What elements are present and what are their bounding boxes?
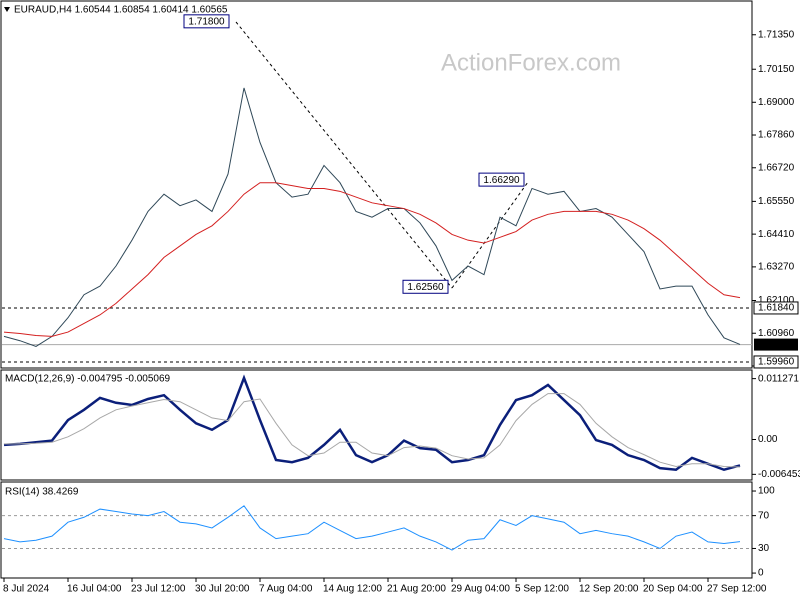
current-price-box [754, 338, 798, 351]
rsi-panel [0, 481, 753, 579]
x-tick-label: 27 Sep 12:00 [707, 584, 767, 595]
y-tick-label: 0.011271 [758, 373, 799, 384]
x-tick-label: 14 Aug 12:00 [323, 584, 382, 595]
x-tick-label: 16 Jul 04:00 [67, 584, 122, 595]
y-tick-label: 1.70150 [758, 64, 795, 75]
y-tick-label: 1.63270 [758, 262, 795, 273]
y-tick-label: 70 [758, 510, 770, 521]
y-tick-label: -0.006453 [758, 469, 800, 480]
x-tick-label: 12 Sep 20:00 [579, 584, 639, 595]
series-line [3, 182, 741, 337]
x-tick-label: 20 Sep 04:00 [643, 584, 703, 595]
y-tick-label: 1.65550 [758, 196, 795, 207]
price-box [753, 355, 799, 369]
y-tick-label: 1.67860 [758, 130, 795, 141]
x-tick-label: 30 Jul 20:00 [195, 584, 250, 595]
trend-line [235, 21, 453, 289]
y-tick-label: 100 [758, 486, 775, 497]
series-line [3, 87, 741, 348]
y-tick-label: 30 [758, 543, 770, 554]
series-line [4, 393, 741, 468]
current-price-label: 1.60565 [758, 339, 795, 350]
menu-icon [4, 7, 10, 12]
y-tick-label: 1.64410 [758, 229, 795, 240]
peak-box [183, 14, 230, 29]
x-tick-label: 5 Sep 12:00 [515, 584, 569, 595]
x-tick-label: 23 Jul 12:00 [131, 584, 186, 595]
x-tick-label: 8 Jul 2024 [3, 584, 50, 595]
price-panel [0, 0, 753, 369]
y-tick-label: 1.69000 [758, 97, 795, 108]
x-tick-label: 21 Aug 20:00 [387, 584, 446, 595]
y-tick-label: 0 [758, 568, 764, 579]
macd-title: MACD(12,26,9) -0.004795 -0.005069 [5, 374, 171, 385]
y-tick-label: 1.71350 [758, 29, 795, 40]
peak-box [478, 172, 525, 187]
peak-label: 1.62560 [407, 282, 444, 293]
y-tick-label: 0.00 [758, 434, 778, 445]
macd-panel [0, 369, 753, 481]
price-box-label: 1.59960 [758, 357, 795, 368]
peak-box [402, 279, 449, 294]
peak-label: 1.71800 [188, 16, 225, 27]
price-box [753, 301, 799, 315]
x-tick-label: 7 Aug 04:00 [259, 584, 313, 595]
series-line [3, 374, 741, 472]
rsi-title: RSI(14) 38.4269 [5, 487, 79, 498]
y-tick-label: 1.60960 [758, 328, 795, 339]
y-tick-label: 1.62100 [758, 295, 795, 306]
x-tick-label: 29 Aug 04:00 [451, 584, 510, 595]
trend-line [451, 181, 529, 289]
chart-title: EURAUD,H4 1.60544 1.60854 1.60414 1.6056… [14, 5, 228, 16]
y-tick-label: 1.66720 [758, 162, 795, 173]
peak-label: 1.66290 [483, 175, 520, 186]
watermark: ActionForex.com [441, 49, 621, 76]
series-line [3, 505, 741, 551]
price-box-label: 1.61840 [758, 303, 795, 314]
